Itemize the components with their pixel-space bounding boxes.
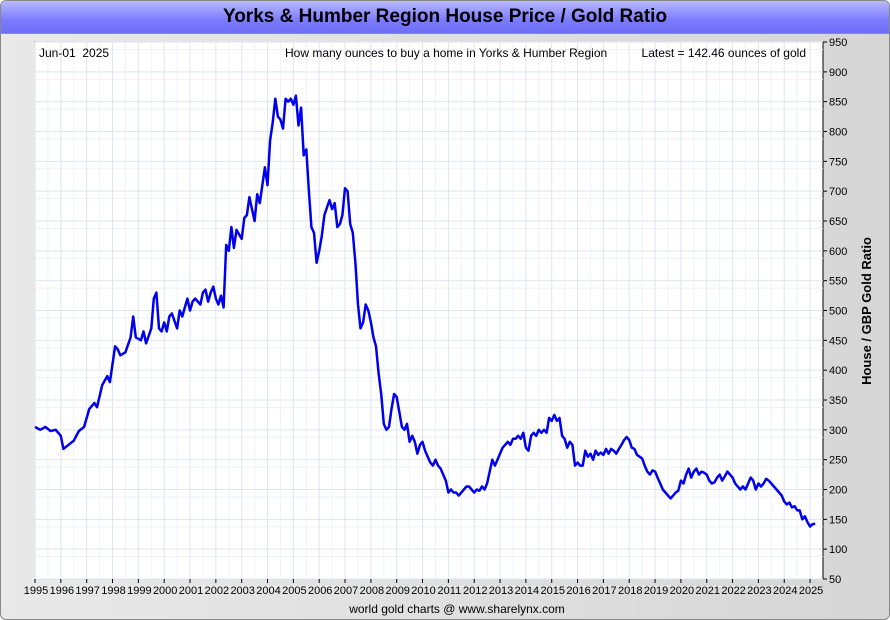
x-axis-ticks: 1995 1996 1997 1998 1999 2000 2001 2002 2003 2004… — [24, 579, 823, 597]
y-tick-label: 550 — [829, 276, 847, 288]
y-tick-label: 500 — [829, 306, 847, 318]
subtitle-annotation: How many ounces to buy a home in Yorks &… — [285, 46, 607, 60]
x-tick-label: 2004 — [256, 585, 280, 597]
x-tick-label: 1999 — [127, 585, 151, 597]
x-tick-label: 2001 — [179, 585, 203, 597]
x-tick-label: 2015 — [540, 585, 564, 597]
y-tick-label: 900 — [829, 67, 847, 79]
y-axis-ticks: 950 900 850 800 750 700 650 600 550 500 450 400 350 3… — [823, 37, 847, 586]
x-tick-label: 2011 — [438, 585, 462, 597]
footer-credit: world gold charts @ www.sharelynx.com — [348, 602, 565, 616]
y-tick-label: 150 — [829, 514, 847, 526]
latest-annotation: Latest = 142.46 ounces of gold — [642, 46, 806, 60]
x-tick-label: 2019 — [644, 585, 668, 597]
y-tick-label: 350 — [829, 395, 847, 407]
y-tick-label: 450 — [829, 335, 847, 347]
x-tick-label: 2008 — [360, 585, 384, 597]
x-tick-label: 2007 — [334, 585, 358, 597]
x-tick-label: 1997 — [75, 585, 99, 597]
x-tick-label: 2002 — [205, 585, 229, 597]
series-line — [34, 94, 816, 528]
date-annotation: Jun-01 2025 — [39, 46, 109, 60]
x-tick-label: 2024 — [773, 585, 797, 597]
x-tick-label: 1995 — [24, 585, 48, 597]
x-tick-label: 2020 — [670, 585, 694, 597]
x-tick-label: 2017 — [592, 585, 616, 597]
y-tick-label: 50 — [829, 574, 841, 586]
x-tick-label: 2005 — [282, 585, 306, 597]
x-tick-label: 2013 — [489, 585, 513, 597]
x-tick-label: 2021 — [695, 585, 719, 597]
y-tick-label: 850 — [829, 97, 847, 109]
y-tick-label: 200 — [829, 485, 847, 497]
x-tick-label: 2023 — [747, 585, 771, 597]
x-tick-label: 2009 — [385, 585, 409, 597]
y-tick-label: 700 — [829, 186, 847, 198]
y-tick-label: 750 — [829, 156, 847, 168]
y-tick-label: 100 — [829, 544, 847, 556]
x-tick-label: 2016 — [566, 585, 590, 597]
chart-title: Yorks & Humber Region House Price / Gold… — [222, 6, 668, 27]
x-tick-label: 2022 — [721, 585, 745, 597]
x-tick-label: 2000 — [153, 585, 177, 597]
x-tick-label: 2006 — [308, 585, 332, 597]
y-tick-label: 800 — [829, 127, 847, 139]
y-tick-label: 600 — [829, 246, 847, 258]
title-bar: Yorks & Humber Region House Price / Gold… — [1, 1, 889, 34]
x-tick-label: 2025 — [799, 585, 823, 597]
y-tick-label: 950 — [829, 37, 847, 49]
x-tick-label: 1996 — [50, 585, 74, 597]
x-tick-label: 2003 — [230, 585, 254, 597]
y-tick-label: 300 — [829, 425, 847, 437]
y-tick-label: 650 — [829, 216, 847, 228]
y-tick-label: 400 — [829, 365, 847, 377]
x-tick-label: 1998 — [101, 585, 125, 597]
x-tick-label: 2018 — [618, 585, 642, 597]
x-tick-label: 2012 — [463, 585, 487, 597]
y-tick-label: 250 — [829, 455, 847, 467]
x-tick-label: 2010 — [411, 585, 435, 597]
x-tick-label: 2014 — [515, 585, 539, 597]
y-axis-label: House / GBP Gold Ratio — [859, 237, 874, 385]
